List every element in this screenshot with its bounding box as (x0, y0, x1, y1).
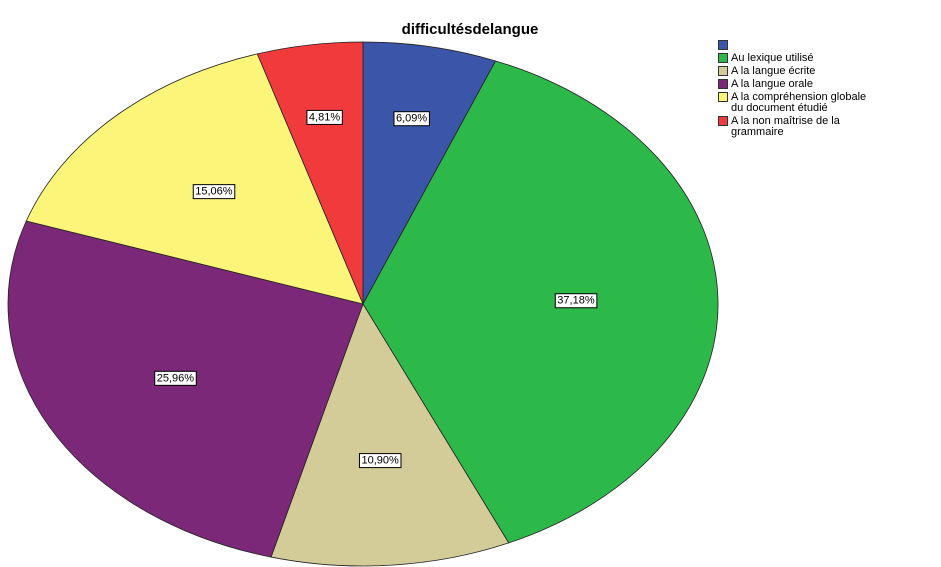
legend-item: A la langue orale (718, 79, 866, 90)
pie-slice (256, 41, 364, 305)
data-label: 10,90% (358, 453, 402, 469)
legend-label: A la langue écrite (731, 65, 816, 77)
data-label: 25,96% (154, 370, 197, 386)
legend-item: A la compréhension globale du document é… (718, 92, 866, 114)
data-label: 15,06% (192, 184, 236, 200)
legend: Au lexique utilisé A la langue écrite A la… (718, 40, 866, 140)
legend-swatch (718, 40, 728, 50)
pie-slice (362, 60, 719, 544)
legend-swatch (718, 116, 728, 126)
pie-slice (270, 303, 510, 567)
legend-label: A la langue orale (731, 78, 813, 90)
label-box (192, 184, 236, 200)
data-label-text: 10,90% (361, 455, 399, 467)
legend-item: A la non maîtrise de la grammaire (718, 116, 866, 138)
legend-label: A la compréhension globale du document é… (731, 91, 867, 114)
legend-label: A la non maîtrise de la grammaire (731, 115, 840, 138)
label-box (154, 370, 197, 386)
legend-item: A la langue écrite (718, 66, 866, 77)
data-label-text: 6,09% (396, 113, 427, 125)
label-box (306, 109, 343, 125)
data-label-text: 37,18% (557, 295, 595, 307)
label-box (358, 453, 402, 469)
legend-swatch (718, 79, 728, 89)
legend-swatch (718, 53, 728, 63)
data-label-text: 25,96% (157, 372, 195, 384)
label-box (554, 293, 598, 309)
chart-title: difficultésdelangue (402, 21, 539, 38)
label-box (393, 111, 430, 127)
data-label-text: 4,81% (309, 111, 340, 123)
legend-item: Au lexique utilisé (718, 53, 866, 64)
legend-item (718, 40, 866, 51)
pie-slice (25, 53, 364, 305)
pie-slice (362, 41, 497, 305)
legend-swatch (718, 66, 728, 76)
data-label-text: 15,06% (195, 186, 233, 198)
data-label: 6,09% (393, 111, 430, 127)
data-label: 37,18% (554, 293, 598, 309)
legend-label: Au lexique utilisé (731, 52, 814, 64)
legend-swatch (718, 92, 728, 102)
data-label: 4,81% (306, 109, 343, 125)
pie-slice (7, 220, 364, 558)
